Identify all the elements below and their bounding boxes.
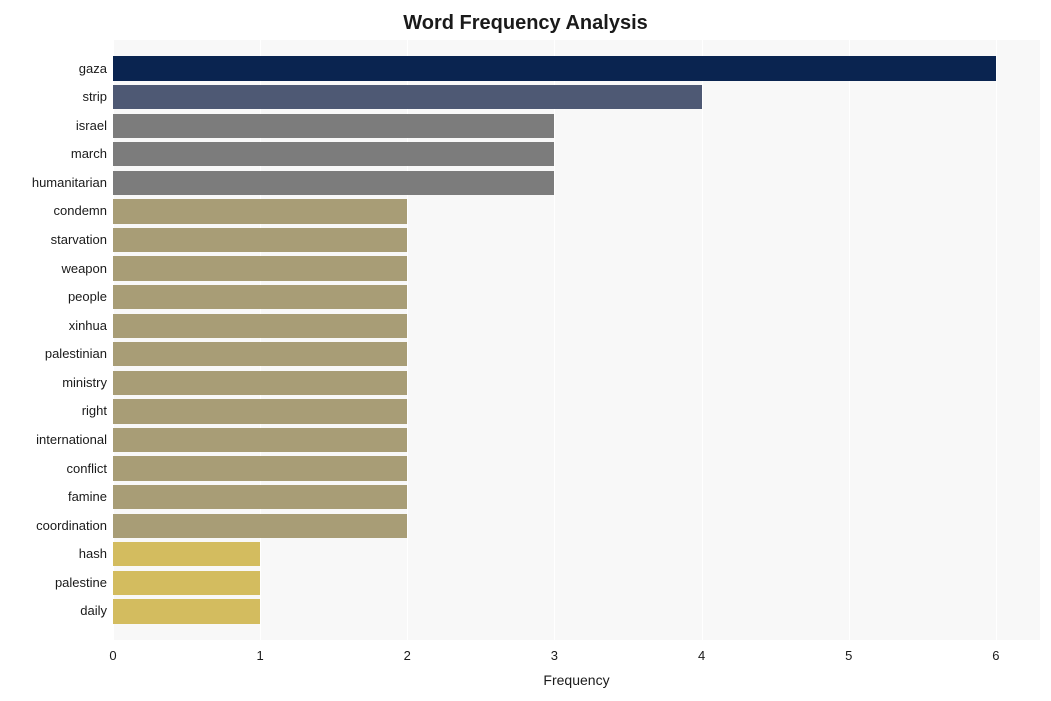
x-tick-label: 6 bbox=[992, 648, 999, 663]
y-tick-label: coordination bbox=[7, 514, 107, 538]
y-tick-label: people bbox=[7, 285, 107, 309]
bar bbox=[113, 428, 407, 452]
bar bbox=[113, 542, 260, 566]
y-tick-label: starvation bbox=[7, 228, 107, 252]
y-tick-label: ministry bbox=[7, 371, 107, 395]
x-tick-label: 3 bbox=[551, 648, 558, 663]
bar bbox=[113, 342, 407, 366]
x-tick-label: 4 bbox=[698, 648, 705, 663]
y-tick-label: gaza bbox=[7, 57, 107, 81]
grid-line bbox=[554, 40, 555, 640]
y-tick-label: palestinian bbox=[7, 342, 107, 366]
y-tick-label: humanitarian bbox=[7, 171, 107, 195]
bar bbox=[113, 85, 702, 109]
bar bbox=[113, 171, 554, 195]
bar bbox=[113, 399, 407, 423]
x-tick-label: 5 bbox=[845, 648, 852, 663]
bar bbox=[113, 142, 554, 166]
bar bbox=[113, 256, 407, 280]
y-tick-label: march bbox=[7, 142, 107, 166]
y-tick-label: international bbox=[7, 428, 107, 452]
y-tick-label: weapon bbox=[7, 257, 107, 281]
bar bbox=[113, 199, 407, 223]
y-tick-label: palestine bbox=[7, 571, 107, 595]
y-tick-label: conflict bbox=[7, 457, 107, 481]
y-tick-label: xinhua bbox=[7, 314, 107, 338]
bar bbox=[113, 571, 260, 595]
grid-line bbox=[849, 40, 850, 640]
grid-line bbox=[702, 40, 703, 640]
y-tick-label: strip bbox=[7, 85, 107, 109]
bar bbox=[113, 56, 996, 80]
grid-line bbox=[996, 40, 997, 640]
x-tick-label: 1 bbox=[257, 648, 264, 663]
bar bbox=[113, 285, 407, 309]
bar bbox=[113, 456, 407, 480]
chart-title: Word Frequency Analysis bbox=[0, 12, 1051, 35]
bar bbox=[113, 228, 407, 252]
y-tick-label: daily bbox=[7, 599, 107, 623]
y-tick-label: hash bbox=[7, 542, 107, 566]
bar bbox=[113, 514, 407, 538]
bar bbox=[113, 371, 407, 395]
y-tick-label: right bbox=[7, 399, 107, 423]
y-tick-label: israel bbox=[7, 114, 107, 138]
bar bbox=[113, 114, 554, 138]
y-tick-label: famine bbox=[7, 485, 107, 509]
y-tick-label: condemn bbox=[7, 199, 107, 223]
bar bbox=[113, 485, 407, 509]
x-tick-label: 2 bbox=[404, 648, 411, 663]
bar bbox=[113, 314, 407, 338]
bar bbox=[113, 599, 260, 623]
chart-container: Word Frequency Analysis Frequency 0 1 2 3 4 5… bbox=[0, 0, 1051, 701]
x-axis-label: Frequency bbox=[113, 672, 1040, 688]
plot-area bbox=[113, 40, 1040, 640]
x-tick-label: 0 bbox=[109, 648, 116, 663]
